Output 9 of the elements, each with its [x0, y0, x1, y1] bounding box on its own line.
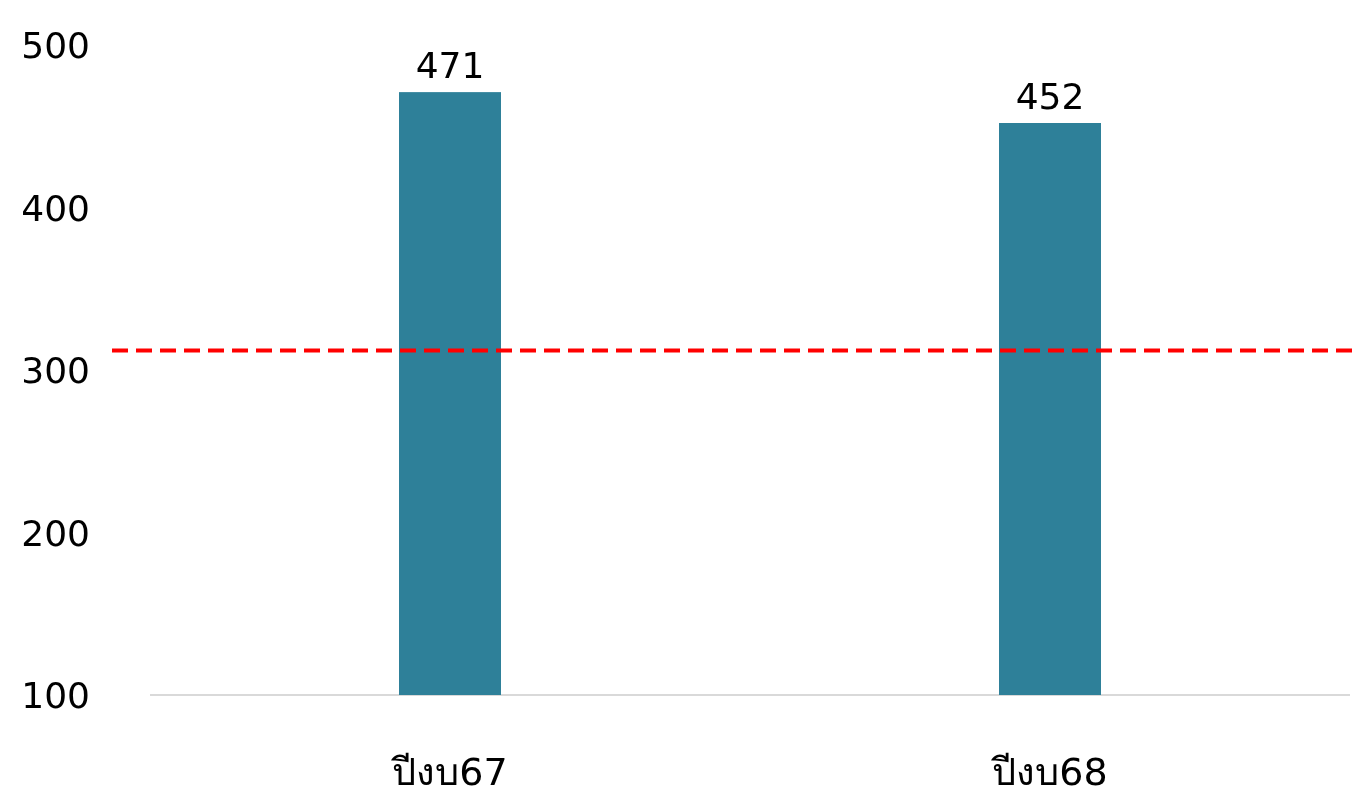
y-tick-label: 200 — [21, 512, 90, 554]
y-tick-label: 500 — [21, 25, 90, 66]
x-tick-label: ปีงบ67 — [391, 750, 508, 794]
data-label: 471 — [415, 45, 485, 87]
y-tick-label: 100 — [21, 675, 90, 716]
y-tick-label: 400 — [21, 187, 90, 229]
y-tick-label: 300 — [21, 350, 90, 391]
x-tick-label: ปีงบ68 — [991, 750, 1108, 794]
data-label: 452 — [1015, 76, 1085, 117]
